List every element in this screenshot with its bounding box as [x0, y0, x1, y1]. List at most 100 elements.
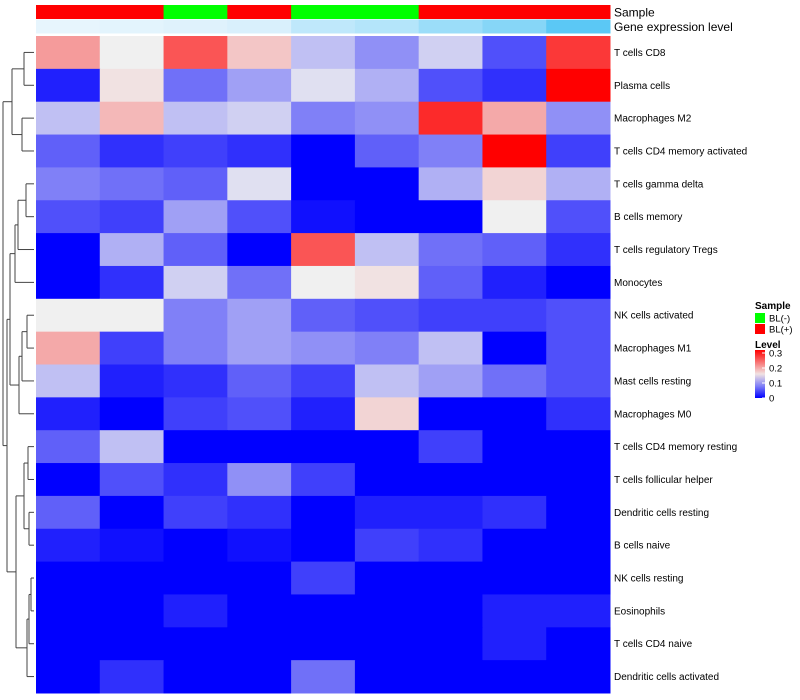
heatmap-cell	[227, 68, 292, 103]
heatmap-cell	[163, 430, 228, 464]
gene-expression-annotation-cell	[291, 19, 356, 34]
heatmap-cell	[99, 364, 165, 398]
gene-expression-annotation-cell	[546, 19, 611, 34]
heatmap-cell	[546, 397, 611, 431]
heatmap-cell	[418, 298, 483, 333]
heatmap-cell	[546, 134, 611, 168]
row-label: Dendritic cells activated	[614, 672, 719, 683]
heatmap-cell	[418, 101, 483, 136]
heatmap-cell	[36, 495, 101, 530]
row-label: Dendritic cells resting	[614, 508, 709, 519]
heatmap-cell	[354, 68, 420, 103]
heatmap-cell	[291, 397, 356, 431]
heatmap-cell	[291, 528, 356, 563]
heatmap-cell	[546, 167, 611, 201]
heatmap-cell	[291, 627, 356, 661]
heatmap-cell	[546, 265, 611, 300]
heatmap-cell	[291, 331, 356, 365]
heatmap-cell	[36, 660, 101, 694]
heatmap-cell	[546, 627, 611, 661]
heatmap-cell	[36, 200, 101, 234]
heatmap-cell	[99, 68, 165, 103]
heatmap-cell	[546, 233, 611, 267]
heatmap-cell	[36, 36, 101, 70]
heatmap-cell	[418, 495, 483, 530]
heatmap-cell	[99, 528, 165, 563]
heatmap-cell	[354, 594, 420, 628]
heatmap-cell	[418, 528, 483, 563]
heatmap-cell	[36, 167, 101, 201]
heatmap-cell	[36, 594, 101, 628]
heatmap-cell	[482, 495, 547, 530]
heatmap-cell	[36, 233, 101, 267]
row-label: NK cells resting	[614, 574, 683, 585]
heatmap-cell	[99, 397, 165, 431]
heatmap-cell	[99, 660, 165, 694]
heatmap-cell	[227, 265, 292, 300]
row-label: NK cells activated	[614, 311, 693, 322]
heatmap-cell	[36, 134, 101, 168]
heatmap-cell	[354, 397, 420, 431]
level-colorbar	[755, 350, 765, 398]
gene-expression-annotation-cell	[418, 19, 483, 34]
heatmap-cell	[418, 594, 483, 628]
row-label: T cells CD8	[614, 48, 666, 59]
heatmap-cell	[354, 430, 420, 464]
heatmap-cell	[546, 101, 611, 136]
row-label: Macrophages M1	[614, 344, 692, 355]
heatmap-cell	[227, 101, 292, 136]
heatmap-cell	[163, 200, 228, 234]
level-legend-title: Level	[755, 340, 781, 351]
heatmap-cell	[482, 430, 547, 464]
heatmap-cell	[546, 495, 611, 530]
heatmap-cell	[163, 331, 228, 365]
heatmap-cell	[482, 68, 547, 103]
heatmap-cell	[482, 36, 547, 70]
row-label: Monocytes	[614, 278, 662, 289]
heatmap-cell	[546, 200, 611, 234]
heatmap-cell	[291, 495, 356, 530]
heatmap-cell	[354, 233, 420, 267]
heatmap-cell	[482, 561, 547, 595]
heatmap-cell	[354, 167, 420, 201]
heatmap-cell	[36, 528, 101, 563]
heatmap-cell	[418, 561, 483, 595]
row-label: B cells memory	[614, 212, 682, 223]
heatmap-cell	[227, 331, 292, 365]
heatmap-cell	[418, 331, 483, 365]
heatmap-cell	[99, 627, 165, 661]
heatmap-cell	[227, 561, 292, 595]
heatmap-cell	[482, 397, 547, 431]
heatmap-cell	[99, 561, 165, 595]
row-label: T cells regulatory Tregs	[614, 245, 718, 256]
gene-expression-annotation-cell	[482, 19, 547, 34]
heatmap-cell	[291, 68, 356, 103]
heatmap-cell	[99, 265, 165, 300]
heatmap-cell	[546, 36, 611, 70]
heatmap-cell	[227, 233, 292, 267]
heatmap-cell	[163, 660, 228, 694]
heatmap-cell	[227, 36, 292, 70]
heatmap-cell	[99, 167, 165, 201]
heatmap-cell	[354, 134, 420, 168]
heatmap-cell	[163, 397, 228, 431]
sample-annotation-cell	[99, 5, 165, 19]
heatmap-cell	[291, 265, 356, 300]
heatmap-cell	[354, 660, 420, 694]
heatmap-cell	[482, 134, 547, 168]
row-label: T cells CD4 memory resting	[614, 442, 737, 453]
row-label: Mast cells resting	[614, 376, 691, 387]
heatmap-cell	[354, 627, 420, 661]
heatmap-cell	[482, 331, 547, 365]
heatmap-cell	[418, 36, 483, 70]
sample-annotation-cell	[354, 5, 420, 19]
heatmap-cell	[418, 397, 483, 431]
heatmap-cell	[291, 233, 356, 267]
sample-annotation-label: Sample	[614, 6, 655, 20]
heatmap-cell	[482, 528, 547, 563]
level-tick-label: 0	[769, 394, 774, 405]
heatmap-cell	[291, 594, 356, 628]
heatmap-cell	[99, 36, 165, 70]
heatmap-cell	[482, 101, 547, 136]
heatmap-cell	[291, 101, 356, 136]
